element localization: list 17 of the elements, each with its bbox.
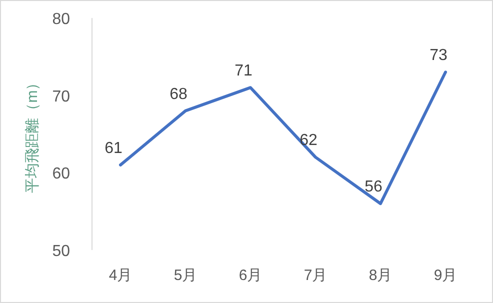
x-tick-label: 9月 xyxy=(434,267,458,284)
data-label: 71 xyxy=(234,62,252,80)
x-tick-label: 6月 xyxy=(238,267,262,284)
data-label: 56 xyxy=(364,178,382,196)
data-label: 62 xyxy=(300,132,318,150)
y-tick-label: 80 xyxy=(52,11,70,28)
data-label: 61 xyxy=(104,140,122,157)
y-tick-label: 60 xyxy=(52,166,70,183)
y-tick-label: 50 xyxy=(52,243,70,260)
x-tick-label: 7月 xyxy=(304,267,328,284)
data-label: 68 xyxy=(170,86,188,103)
y-tick-label: 70 xyxy=(52,88,70,106)
x-tick-label: 8月 xyxy=(368,267,392,284)
y-axis-title: 平均飛距離（m） xyxy=(24,75,41,193)
x-tick-label: 5月 xyxy=(174,267,198,284)
data-label: 73 xyxy=(430,47,448,64)
x-tick-label: 4月 xyxy=(108,267,132,284)
